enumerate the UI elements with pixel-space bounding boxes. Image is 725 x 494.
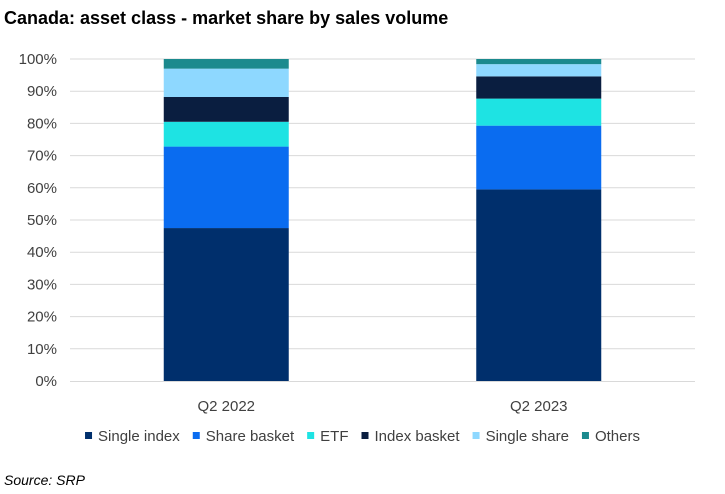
legend-swatch xyxy=(192,432,200,439)
legend-label: Share basket xyxy=(206,428,295,445)
y-tick-label: 50% xyxy=(27,212,57,229)
y-tick-label: 30% xyxy=(27,276,57,293)
y-tick-label: 80% xyxy=(27,115,57,132)
legend-swatch xyxy=(307,432,315,439)
bar-segment-single-share xyxy=(163,68,289,97)
legend-label: Single index xyxy=(98,428,180,445)
bar-segment-single-index xyxy=(476,189,602,381)
bar-segment-others xyxy=(163,59,289,69)
y-tick-label: 40% xyxy=(27,244,57,261)
y-tick-label: 0% xyxy=(35,373,57,390)
y-tick-label: 100% xyxy=(19,51,57,68)
chart-title: Canada: asset class - market share by sa… xyxy=(4,8,448,28)
bar-segment-etf xyxy=(476,98,602,126)
bar-segment-share-basket xyxy=(163,146,289,229)
legend-label: Single share xyxy=(486,428,569,445)
y-axis-tick-labels: 0% 10% 20% 30% 40% 50% 60% 70% 80% 90% 100% xyxy=(19,51,57,390)
bar-segment-etf xyxy=(163,121,289,147)
y-tick-label: 90% xyxy=(27,83,57,100)
legend-label: ETF xyxy=(320,428,348,445)
y-tick-label: 60% xyxy=(27,180,57,197)
x-category-label: Q2 2023 xyxy=(510,398,568,415)
legend-swatch xyxy=(472,432,480,439)
legend-swatch xyxy=(361,432,369,439)
y-tick-label: 10% xyxy=(27,341,57,358)
y-tick-label: 20% xyxy=(27,309,57,326)
legend-label: Others xyxy=(595,428,640,445)
bar-segment-share-basket xyxy=(476,125,602,190)
bar-segment-single-index xyxy=(163,228,289,381)
x-axis-category-labels: Q2 2022 Q2 2023 xyxy=(197,398,567,415)
y-tick-label: 70% xyxy=(27,148,57,165)
bar-segment-single-share xyxy=(476,64,602,77)
bar-segment-others xyxy=(476,59,602,65)
legend-swatch xyxy=(581,432,589,439)
source-note: Source: SRP xyxy=(4,472,86,488)
bars xyxy=(163,59,602,381)
legend-swatch xyxy=(85,432,93,439)
legend-label: Index basket xyxy=(375,428,461,445)
x-category-label: Q2 2022 xyxy=(197,398,255,415)
bar-segment-index-basket xyxy=(163,96,289,122)
bar-segment-index-basket xyxy=(476,76,602,99)
legend: Single index Share basket ETF Index basket S… xyxy=(85,428,640,445)
